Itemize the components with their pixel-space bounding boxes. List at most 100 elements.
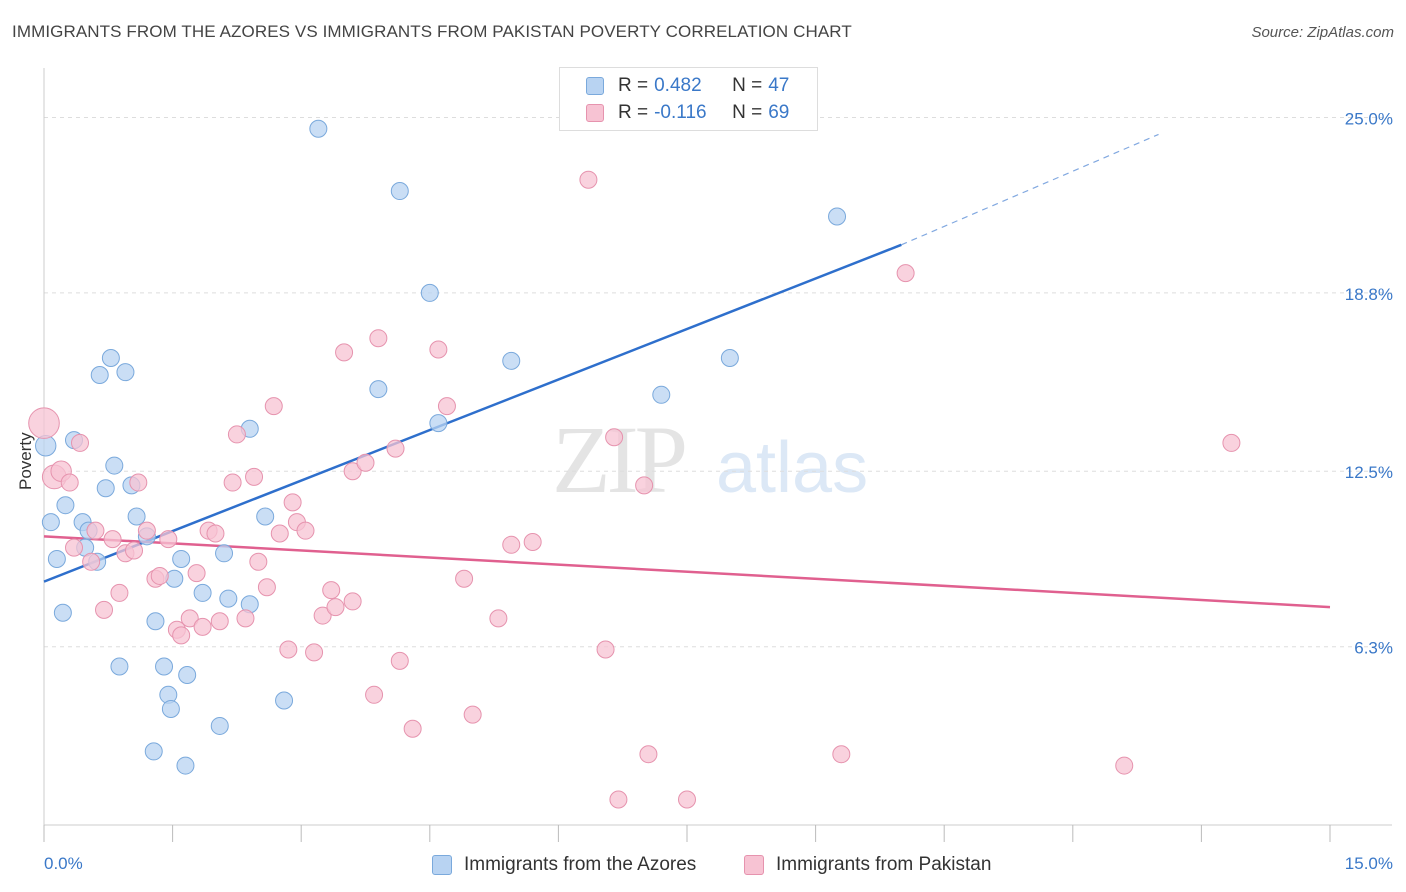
azores-point xyxy=(309,119,328,138)
azores-point xyxy=(127,507,146,526)
azores-n-label: N = xyxy=(732,75,763,96)
y-axis-title: Poverty xyxy=(16,432,35,490)
pakistan-point xyxy=(236,609,255,628)
watermark: ZIP atlas xyxy=(552,406,868,513)
azores-trend-extension xyxy=(901,133,1159,246)
pakistan-point xyxy=(335,343,354,362)
pakistan-point xyxy=(1115,756,1134,775)
legend-row-pakistan: R = -0.116 N = 69 xyxy=(586,100,789,126)
pakistan-point xyxy=(103,530,122,549)
azores-point xyxy=(165,569,184,588)
pakistan-point xyxy=(605,428,624,447)
pakistan-point xyxy=(326,598,345,617)
pakistan-point xyxy=(609,790,628,809)
pakistan-point xyxy=(832,745,851,764)
azores-point xyxy=(101,349,120,368)
pakistan-point xyxy=(455,569,474,588)
pakistan-point xyxy=(639,745,658,764)
legend-item-pakistan[interactable]: Immigrants from Pakistan xyxy=(744,852,991,878)
azores-point xyxy=(90,366,109,384)
watermark-atlas: atlas xyxy=(716,428,868,508)
y-tick-label: 12.5% xyxy=(1345,463,1393,482)
azores-point xyxy=(96,479,115,498)
pakistan-point xyxy=(896,264,915,283)
azores-point xyxy=(172,549,191,568)
pakistan-point xyxy=(249,552,268,571)
azores-point xyxy=(41,513,60,532)
legend-row-azores: R = 0.482 N = 47 xyxy=(586,73,789,99)
pakistan-point xyxy=(125,541,144,560)
pakistan-trend-line xyxy=(43,535,1331,609)
pakistan-point xyxy=(257,578,276,597)
pakistan-point xyxy=(635,476,654,495)
azores-point xyxy=(275,691,294,710)
azores-legend-label: Immigrants from the Azores xyxy=(464,854,697,875)
azores-point xyxy=(215,544,234,563)
pakistan-point xyxy=(489,609,508,628)
pakistan-point xyxy=(28,407,60,439)
azores-legend-swatch xyxy=(432,855,452,875)
pakistan-point xyxy=(180,609,199,628)
pakistan-point xyxy=(65,538,84,557)
azores-n-value: 47 xyxy=(768,75,790,96)
pakistan-r-value: -0.116 xyxy=(654,102,707,123)
azores-point xyxy=(219,589,238,608)
y-tick-label: 6.3% xyxy=(1354,639,1393,658)
azores-point xyxy=(116,363,135,382)
azores-point xyxy=(161,699,180,718)
pakistan-point xyxy=(210,612,229,631)
azores-point xyxy=(720,349,739,368)
pakistan-point xyxy=(403,719,422,738)
azores-point xyxy=(369,380,388,399)
tick-labels: 6.3% 12.5% 18.8% 25.0% 0.0% 15.0% xyxy=(44,109,1393,873)
pakistan-n-label: N = xyxy=(732,102,763,123)
pakistan-point xyxy=(369,329,388,348)
pakistan-point xyxy=(390,651,409,670)
pakistan-n-value: 69 xyxy=(768,102,790,123)
pakistan-point xyxy=(159,530,178,549)
pakistan-point xyxy=(502,535,521,554)
x-tick-label: 15.0% xyxy=(1345,854,1393,873)
pakistan-point xyxy=(206,524,225,543)
azores-point xyxy=(390,182,409,201)
y-tick-label: 18.8% xyxy=(1345,285,1393,304)
gridlines xyxy=(44,116,1392,648)
azores-point xyxy=(193,583,212,602)
watermark-zip: ZIP xyxy=(552,406,685,513)
pakistan-point xyxy=(193,617,212,636)
pakistan-point xyxy=(322,581,341,600)
azores-point xyxy=(210,716,229,735)
azores-trend-line xyxy=(43,243,902,583)
pakistan-legend-swatch xyxy=(744,855,764,875)
trend-lines xyxy=(43,133,1331,609)
pakistan-r-label: R = xyxy=(618,102,649,123)
pakistan-point xyxy=(264,397,283,416)
pakistan-point xyxy=(437,397,456,416)
azores-point xyxy=(53,603,72,622)
pakistan-point xyxy=(313,606,332,625)
pakistan-point xyxy=(343,462,362,481)
azores-r-value: 0.482 xyxy=(654,75,702,96)
pakistan-point xyxy=(365,685,384,704)
azores-swatch xyxy=(586,77,604,95)
pakistan-point xyxy=(245,467,264,486)
pakistan-point xyxy=(129,473,148,492)
pakistan-point xyxy=(279,640,298,659)
pakistan-point xyxy=(270,524,289,543)
azores-point xyxy=(502,351,521,370)
pakistan-point xyxy=(579,170,598,189)
pakistan-point xyxy=(150,566,169,585)
pakistan-point xyxy=(82,552,101,571)
pakistan-point xyxy=(386,439,405,458)
data-points xyxy=(28,119,1241,809)
legend-item-azores[interactable]: Immigrants from the Azores xyxy=(432,852,696,878)
pakistan-point xyxy=(356,453,375,472)
pakistan-swatch xyxy=(586,104,604,122)
azores-r-label: R = xyxy=(618,75,649,96)
pakistan-point xyxy=(110,583,129,602)
pakistan-point xyxy=(305,643,324,662)
pakistan-point xyxy=(95,600,114,619)
pakistan-point xyxy=(343,592,362,611)
pakistan-point xyxy=(60,473,79,492)
